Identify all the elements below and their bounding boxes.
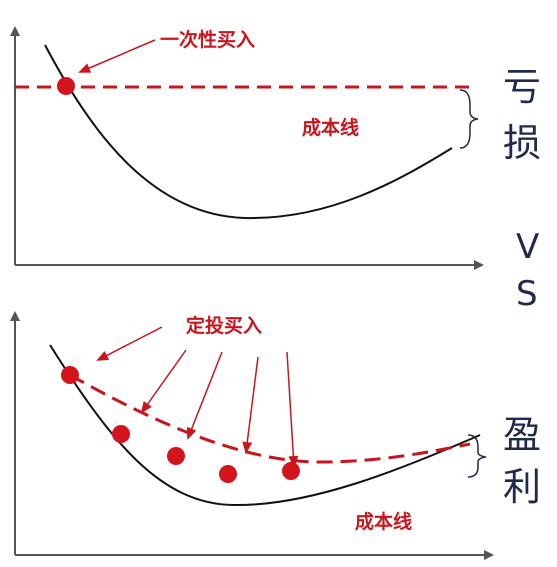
buy-point	[61, 366, 79, 384]
arrow	[140, 349, 187, 414]
buy-point	[57, 77, 75, 95]
versus-char: V	[516, 227, 539, 267]
buy-point	[167, 447, 185, 465]
buy-point	[282, 462, 300, 480]
arrow	[286, 351, 299, 468]
top-panel: 一次性买入 成本线 亏 损	[10, 26, 541, 270]
arrow	[242, 356, 259, 454]
price-curve	[44, 44, 453, 220]
price-curve	[49, 344, 481, 507]
cost-line-label: 成本线	[355, 510, 412, 533]
outcome-char: 利	[503, 465, 541, 509]
outcome-char: 损	[503, 121, 541, 165]
cost-line-label: 成本线	[302, 116, 359, 139]
annotation: 定投买入	[186, 314, 262, 337]
arrow	[96, 326, 163, 361]
outcome-char: 盈	[503, 413, 541, 457]
annotation: 一次性买入	[160, 28, 255, 51]
bottom-panel: 定投买入 成本线 盈 利	[10, 311, 541, 560]
arrow	[78, 39, 156, 73]
versus-char: S	[516, 274, 538, 314]
arrow	[187, 351, 223, 440]
brace	[467, 434, 487, 478]
cost-line	[69, 373, 471, 464]
outcome-char: 亏	[503, 65, 541, 109]
brace	[459, 89, 479, 149]
buy-point	[112, 425, 130, 443]
buy-point	[219, 465, 237, 483]
